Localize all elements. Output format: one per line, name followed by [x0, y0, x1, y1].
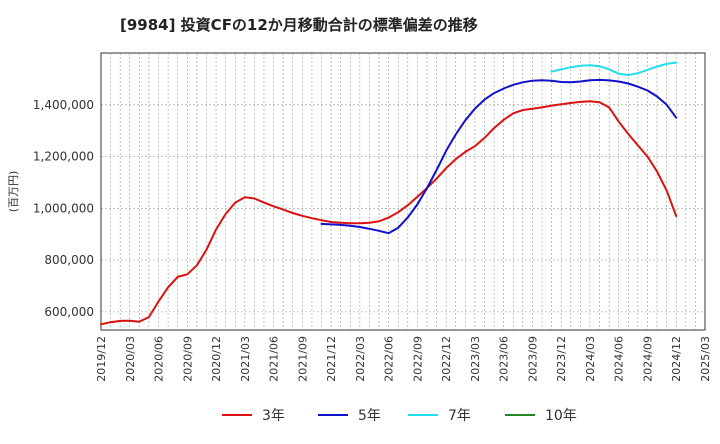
- x-tick-label: 2022/12: [440, 336, 453, 382]
- x-tick-label: 2021/09: [296, 336, 309, 382]
- x-tick-label: 2023/03: [469, 336, 482, 382]
- x-tick-label: 2022/06: [383, 336, 396, 382]
- chart-title: [9984] 投資CFの12か月移動合計の標準偏差の推移: [120, 16, 478, 34]
- series-line-5年: [320, 78, 678, 235]
- y-tick-label: 800,000: [44, 253, 94, 267]
- y-axis-label: (百万円): [7, 171, 20, 213]
- y-tick-label: 1,400,000: [33, 98, 94, 112]
- x-tick-label: 2023/06: [498, 336, 511, 382]
- legend: 3年 5年 7年 10年: [222, 408, 577, 424]
- series-lines: [100, 61, 678, 326]
- legend-label-10年: 10年: [545, 408, 577, 424]
- x-tick-label: 2024/06: [613, 336, 626, 382]
- x-axis-ticks: 2019/12 2020/03 2020/06 2020/09 2020/12 2021/…: [95, 336, 712, 382]
- y-tick-label: 1,000,000: [33, 201, 94, 215]
- legend-label-7年: 7年: [448, 408, 471, 424]
- x-tick-label: 2021/03: [239, 336, 252, 382]
- x-tick-label: 2023/09: [526, 336, 539, 382]
- legend-label-5年: 5年: [358, 408, 381, 424]
- x-tick-label: 2019/12: [95, 336, 108, 382]
- plot-frame: [100, 52, 706, 331]
- x-tick-label: 2020/09: [181, 336, 194, 382]
- y-tick-label: 600,000: [44, 305, 94, 319]
- x-tick-label: 2021/06: [268, 336, 281, 382]
- x-tick-label: 2020/03: [124, 336, 137, 382]
- x-tick-label: 2020/06: [153, 336, 166, 382]
- y-tick-label: 1,200,000: [33, 150, 94, 164]
- x-tick-label: 2024/09: [641, 336, 654, 382]
- grid: [100, 53, 706, 330]
- series-line-3年: [100, 100, 678, 326]
- x-tick-label: 2024/03: [584, 336, 597, 382]
- legend-label-3年: 3年: [262, 408, 285, 424]
- x-tick-label: 2024/12: [670, 336, 683, 382]
- x-tick-label: 2020/12: [210, 336, 223, 382]
- x-tick-label: 2025/03: [699, 336, 712, 382]
- series-line-7年: [550, 61, 678, 76]
- x-tick-label: 2022/03: [354, 336, 367, 382]
- x-tick-label: 2023/12: [555, 336, 568, 382]
- y-axis-ticks: 600,000 800,000 1,000,000 1,200,000 1,400,00…: [33, 98, 94, 319]
- x-tick-label: 2021/12: [325, 336, 338, 382]
- x-tick-label: 2022/09: [411, 336, 424, 382]
